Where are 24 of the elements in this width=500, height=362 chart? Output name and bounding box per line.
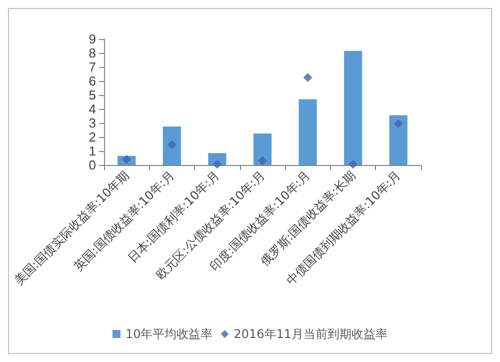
y-tick-label: 2 (88, 130, 96, 144)
bar (253, 134, 272, 165)
point (348, 160, 358, 169)
legend-label: 2016年11月当前到期收益率 (234, 327, 388, 341)
legend-label: 10年平均收益率 (125, 327, 213, 341)
y-tick-label: 5 (88, 88, 96, 102)
point (303, 73, 312, 82)
bar (344, 50, 362, 165)
bar (162, 126, 181, 165)
y-tick-label: 6 (88, 74, 96, 88)
bar (298, 99, 317, 165)
point (394, 119, 403, 128)
point (212, 160, 222, 169)
point (167, 140, 176, 150)
y-tick-label: 1 (88, 144, 96, 158)
y-tick-label: 4 (88, 102, 96, 116)
point (122, 154, 132, 164)
y-tick-label: 8 (88, 46, 96, 60)
y-tick-label: 0 (88, 158, 96, 172)
y-tick-label: 7 (88, 60, 96, 74)
y-tick-label: 3 (88, 116, 96, 130)
point (258, 156, 267, 166)
bar (389, 115, 408, 165)
y-tick-label: 9 (88, 32, 96, 46)
